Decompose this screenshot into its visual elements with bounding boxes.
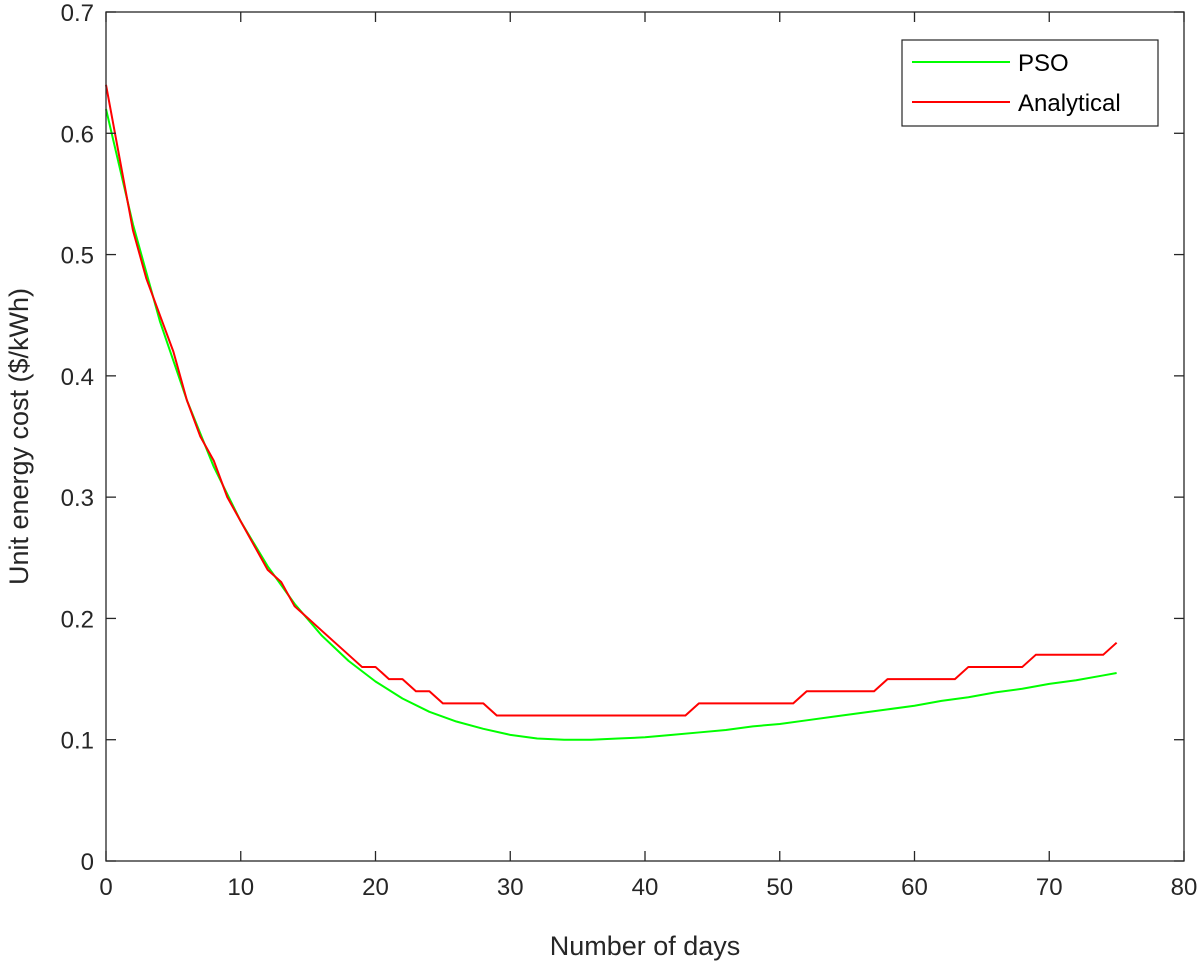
y-tick-label: 0 bbox=[81, 849, 94, 876]
x-tick-label: 60 bbox=[901, 874, 928, 901]
x-tick-label: 20 bbox=[362, 874, 389, 901]
y-tick-label: 0.2 bbox=[61, 606, 94, 633]
x-tick-label: 30 bbox=[497, 874, 524, 901]
x-tick-label: 0 bbox=[99, 874, 112, 901]
x-tick-label: 40 bbox=[632, 874, 659, 901]
axis-ticks: 0 10 20 30 40 50 60 70 80 0 0.1 0.2 0.3 0.4 0.5 0.6 0.7 bbox=[61, 0, 1198, 901]
y-axis-label: Unit energy cost ($/kWh) bbox=[4, 288, 34, 585]
legend-label-pso: PSO bbox=[1018, 50, 1069, 77]
series-line-pso bbox=[105, 108, 1117, 741]
legend: PSO Analytical bbox=[901, 39, 1159, 127]
y-tick-label: 0.5 bbox=[61, 243, 94, 270]
y-tick-label: 0.6 bbox=[61, 121, 94, 148]
series-line-analytical bbox=[105, 84, 1118, 717]
y-tick-label: 0.4 bbox=[61, 364, 94, 391]
series-layer bbox=[105, 84, 1118, 741]
legend-box bbox=[901, 39, 1159, 127]
y-tick-label: 0.1 bbox=[61, 728, 94, 755]
x-tick-label: 10 bbox=[227, 874, 254, 901]
x-tick-label: 70 bbox=[1036, 874, 1063, 901]
x-axis-label: Number of days bbox=[550, 931, 741, 961]
x-tick-label: 80 bbox=[1171, 874, 1198, 901]
y-tick-label: 0.7 bbox=[61, 0, 94, 27]
y-tick-label: 0.3 bbox=[61, 485, 94, 512]
legend-label-analytical: Analytical bbox=[1018, 90, 1121, 117]
x-tick-label: 50 bbox=[766, 874, 793, 901]
